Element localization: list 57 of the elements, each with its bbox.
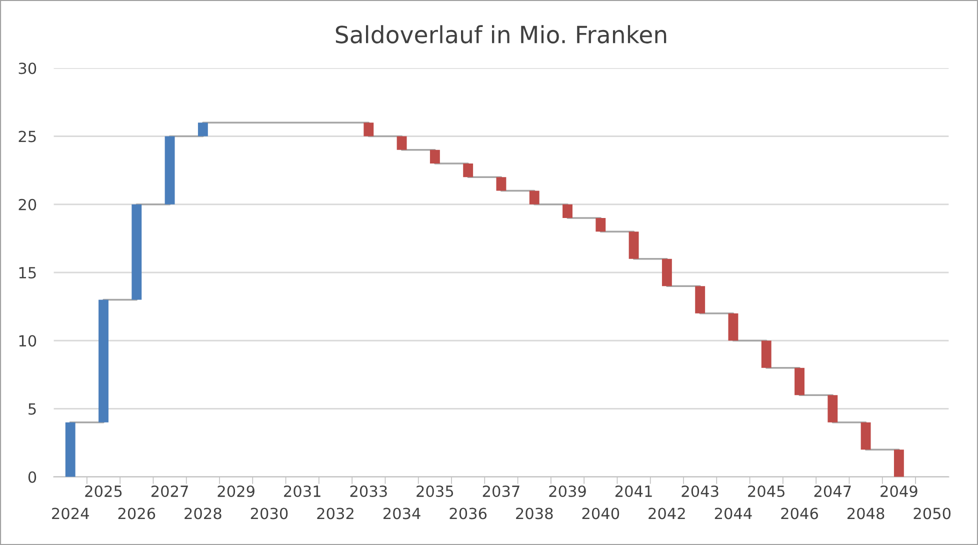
y-tick-label: 20 — [18, 198, 36, 210]
y-tick-label: 5 — [28, 403, 36, 415]
x-tick-label: 2027 — [151, 485, 188, 498]
bar — [628, 232, 639, 259]
bar — [164, 136, 175, 204]
x-tick-label: 2038 — [516, 508, 553, 520]
bar — [396, 136, 407, 150]
bar — [662, 258, 672, 286]
x-tick-label: 2049 — [880, 485, 918, 498]
bar — [794, 368, 804, 396]
x-tick-label: 2026 — [118, 508, 156, 520]
x-tick-label: 2045 — [748, 485, 784, 498]
bar — [695, 286, 706, 314]
bar — [562, 204, 572, 218]
bar — [430, 150, 440, 164]
x-tick-label: 2028 — [184, 508, 222, 520]
x-tick-label: 2025 — [85, 485, 122, 498]
bar — [596, 218, 606, 232]
x-tick-label: 2041 — [615, 485, 652, 498]
x-tick-label: 2048 — [847, 508, 884, 520]
x-tick-label: 2033 — [350, 485, 387, 498]
x-tick-label: 2030 — [250, 508, 288, 520]
bar — [761, 340, 772, 368]
bar — [860, 422, 871, 450]
bar — [894, 450, 904, 477]
chart-title: Saldoverlauf in Mio. Franken — [336, 25, 666, 44]
bar — [364, 122, 374, 136]
y-tick-label: 30 — [18, 62, 36, 74]
bar — [65, 422, 76, 477]
bar — [198, 122, 208, 136]
x-tick-label: 2040 — [582, 508, 620, 520]
x-tick-label: 2024 — [52, 508, 89, 520]
y-tick-label: 25 — [18, 130, 36, 142]
x-tick-label: 2039 — [549, 485, 586, 498]
bar — [728, 313, 738, 341]
y-tick-label: 10 — [19, 335, 36, 347]
x-tick-label: 2044 — [714, 508, 752, 520]
x-tick-label: 2042 — [648, 508, 685, 520]
x-tick-label: 2037 — [482, 485, 520, 498]
bar — [463, 164, 474, 178]
x-tick-label: 2032 — [317, 508, 354, 520]
bar — [132, 204, 142, 300]
y-tick-label: 15 — [19, 267, 36, 279]
bar — [529, 190, 540, 204]
x-tick-label: 2029 — [218, 485, 254, 498]
y-tick-label: 0 — [28, 471, 36, 483]
x-tick-label: 2031 — [284, 485, 320, 498]
x-tick-label: 2034 — [383, 508, 420, 520]
x-tick-label: 2050 — [914, 508, 951, 520]
x-tick-label: 2035 — [416, 485, 454, 498]
bar — [98, 300, 108, 422]
x-tick-label: 2046 — [781, 508, 818, 520]
bar — [828, 395, 838, 422]
bar — [496, 177, 506, 191]
x-tick-label: 2047 — [814, 485, 851, 498]
x-tick-label: 2036 — [450, 508, 487, 520]
x-tick-label: 2043 — [682, 485, 718, 498]
